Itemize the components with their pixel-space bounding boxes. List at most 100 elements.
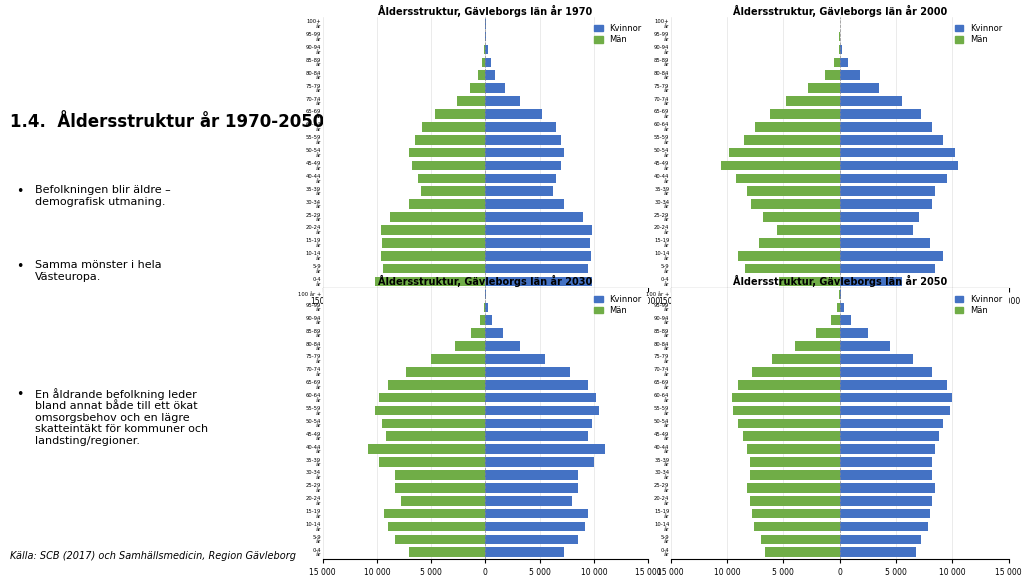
Bar xyxy=(840,109,921,119)
Bar xyxy=(840,470,932,480)
Bar xyxy=(748,444,840,454)
Bar xyxy=(840,96,902,106)
Bar xyxy=(483,45,485,54)
Bar xyxy=(835,58,840,67)
Bar xyxy=(840,367,932,377)
Bar xyxy=(485,328,503,338)
Bar xyxy=(485,251,591,260)
Bar xyxy=(431,354,485,363)
Bar xyxy=(485,264,589,274)
Bar xyxy=(840,316,851,325)
Bar xyxy=(485,406,599,415)
Bar xyxy=(840,302,844,312)
Bar xyxy=(840,135,943,145)
Bar xyxy=(721,161,840,170)
Bar xyxy=(485,199,563,209)
Bar xyxy=(761,535,840,544)
Bar xyxy=(485,302,487,312)
Bar xyxy=(840,251,943,260)
Bar xyxy=(485,419,592,428)
Bar xyxy=(379,393,485,403)
Text: Samma mönster i hela
Västeuropa.: Samma mönster i hela Västeuropa. xyxy=(35,260,162,282)
Title: Åldersstruktur, Gävleborgs län år 1970: Åldersstruktur, Gävleborgs län år 1970 xyxy=(378,5,593,17)
Bar xyxy=(485,341,520,351)
Bar xyxy=(485,496,572,506)
Bar xyxy=(840,173,947,183)
Bar xyxy=(485,135,561,145)
Bar xyxy=(840,70,860,80)
Bar xyxy=(415,135,485,145)
Bar xyxy=(485,483,578,492)
Bar xyxy=(379,457,485,467)
Bar xyxy=(751,199,840,209)
Bar xyxy=(840,535,921,544)
Bar xyxy=(485,213,583,222)
Bar xyxy=(485,173,556,183)
Bar xyxy=(478,70,485,80)
Bar xyxy=(840,276,902,286)
Bar xyxy=(369,444,485,454)
Bar xyxy=(752,367,840,377)
Legend: Kvinnor, Män: Kvinnor, Män xyxy=(592,292,644,318)
Bar xyxy=(825,70,840,80)
Bar xyxy=(485,509,589,518)
Bar xyxy=(385,431,485,441)
Bar xyxy=(840,341,891,351)
Bar xyxy=(770,109,840,119)
Text: •: • xyxy=(16,260,24,274)
Bar xyxy=(750,457,840,467)
Bar xyxy=(485,187,553,196)
Bar xyxy=(772,354,840,363)
Bar xyxy=(743,135,840,145)
Bar xyxy=(840,393,952,403)
Bar xyxy=(485,109,542,119)
Bar xyxy=(410,148,485,157)
Bar xyxy=(388,522,485,531)
Bar xyxy=(485,535,578,544)
Bar xyxy=(840,213,919,222)
Bar xyxy=(750,496,840,506)
Bar xyxy=(485,354,545,363)
Bar xyxy=(390,213,485,222)
Bar xyxy=(481,58,485,67)
Bar xyxy=(840,444,936,454)
Bar xyxy=(840,58,848,67)
Text: Befolkningen blir äldre –
demografisk utmaning.: Befolkningen blir äldre – demografisk ut… xyxy=(35,185,171,207)
Bar xyxy=(485,457,594,467)
Legend: Kvinnor, Män: Kvinnor, Män xyxy=(952,292,1005,318)
Bar xyxy=(748,483,840,492)
Bar xyxy=(839,45,840,54)
Bar xyxy=(840,431,939,441)
Bar xyxy=(485,367,570,377)
Bar xyxy=(840,238,930,248)
Bar xyxy=(375,276,485,286)
Bar xyxy=(485,470,578,480)
Bar xyxy=(381,225,485,235)
Bar xyxy=(759,238,840,248)
Legend: Kvinnor, Män: Kvinnor, Män xyxy=(952,21,1005,47)
Bar xyxy=(840,328,868,338)
Bar xyxy=(763,213,840,222)
Bar xyxy=(395,535,485,544)
Bar xyxy=(480,316,485,325)
Bar xyxy=(785,96,840,106)
Bar xyxy=(840,84,879,93)
Text: En åldrande befolkning leder
bland annat både till ett ökat
omsorgsbehov och en : En åldrande befolkning leder bland annat… xyxy=(35,388,208,446)
Bar xyxy=(840,406,950,415)
Title: Åldersstruktur, Gävleborgs län år 2030: Åldersstruktur, Gävleborgs län år 2030 xyxy=(378,275,593,287)
Title: Åldersstruktur, Gävleborgs län år 2050: Åldersstruktur, Gävleborgs län år 2050 xyxy=(732,275,947,287)
Bar xyxy=(485,122,556,132)
Bar xyxy=(485,32,486,41)
Bar xyxy=(485,380,589,389)
Bar xyxy=(840,483,936,492)
Bar xyxy=(485,161,561,170)
Bar xyxy=(840,354,913,363)
Bar xyxy=(457,96,485,106)
Bar xyxy=(375,406,485,415)
Bar xyxy=(388,380,485,389)
Bar xyxy=(395,483,485,492)
Bar xyxy=(840,225,913,235)
Bar xyxy=(738,419,840,428)
Bar xyxy=(808,84,840,93)
Bar xyxy=(840,419,943,428)
